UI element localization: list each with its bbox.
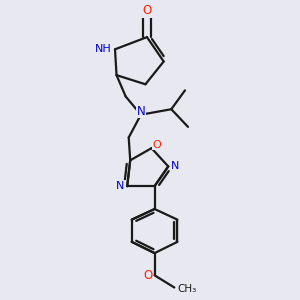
Text: N: N	[171, 161, 179, 171]
Text: NH: NH	[95, 44, 112, 54]
Text: O: O	[143, 269, 152, 282]
Text: N: N	[116, 181, 125, 191]
Text: O: O	[153, 140, 161, 149]
Text: CH₃: CH₃	[177, 284, 196, 294]
Text: O: O	[142, 4, 152, 17]
Text: N: N	[136, 104, 145, 118]
